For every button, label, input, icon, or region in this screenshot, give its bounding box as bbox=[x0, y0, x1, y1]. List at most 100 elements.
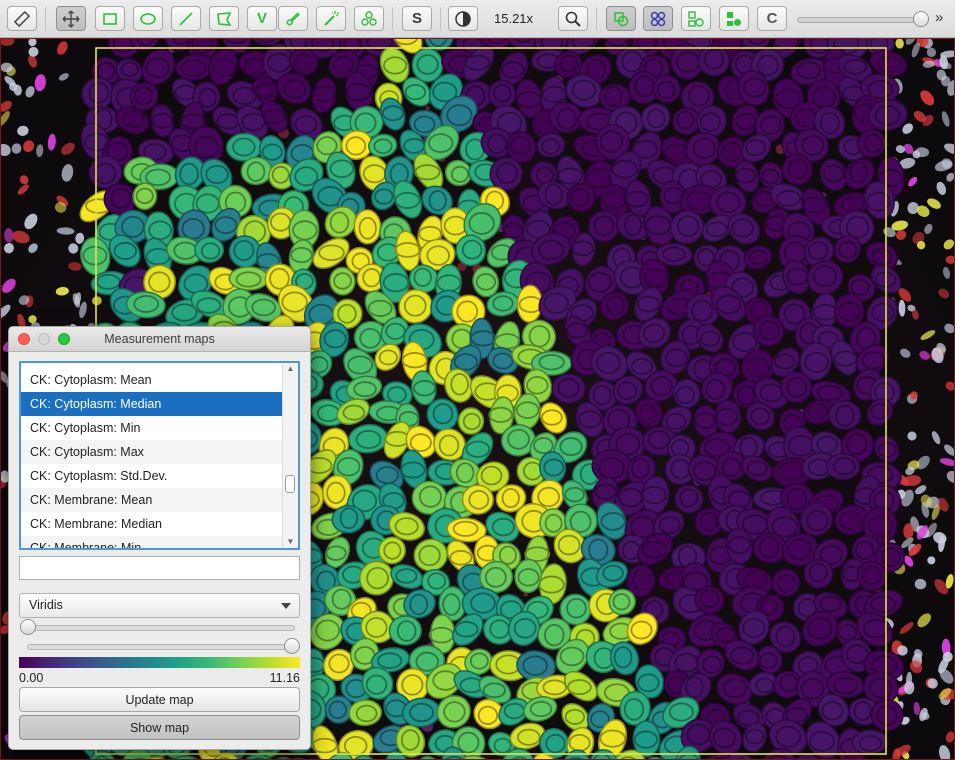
colormap-select[interactable]: Viridis bbox=[19, 593, 300, 618]
list-item[interactable]: CK: Cytoplasm: Median bbox=[21, 392, 283, 416]
cell-detection[interactable] bbox=[468, 694, 509, 735]
minimize-window-button[interactable] bbox=[38, 333, 50, 345]
cell-detection[interactable] bbox=[705, 280, 752, 328]
cell-detection[interactable] bbox=[470, 264, 502, 299]
cell-detection[interactable] bbox=[632, 662, 666, 701]
cell-detection[interactable] bbox=[485, 290, 520, 319]
rectangle-tool-button[interactable] bbox=[95, 6, 125, 31]
points-tool-button[interactable] bbox=[354, 6, 384, 31]
cell-detection[interactable] bbox=[417, 236, 458, 274]
cell-detection[interactable] bbox=[345, 373, 384, 403]
cell-detection[interactable] bbox=[598, 83, 631, 112]
brush-tool-button[interactable] bbox=[278, 6, 308, 31]
list-item[interactable]: CK: Cytoplasm: Mean bbox=[30, 373, 152, 387]
opacity-slider-knob[interactable] bbox=[913, 11, 929, 27]
polygon-tool-button[interactable] bbox=[209, 6, 239, 31]
cell-detection[interactable] bbox=[511, 452, 550, 491]
cell-detection[interactable] bbox=[669, 480, 708, 519]
cell-detection[interactable] bbox=[551, 372, 586, 404]
cell-detection[interactable] bbox=[777, 368, 814, 406]
cell-detection[interactable] bbox=[571, 398, 609, 441]
cell-detection[interactable] bbox=[216, 39, 256, 57]
cell-detection[interactable] bbox=[534, 177, 574, 213]
cell-detection[interactable] bbox=[833, 292, 865, 329]
cell-detection[interactable] bbox=[322, 148, 360, 192]
cell-detection[interactable] bbox=[839, 153, 880, 195]
cell-detection[interactable] bbox=[126, 39, 162, 55]
cell-detection[interactable] bbox=[767, 179, 810, 215]
cell-detection[interactable] bbox=[798, 341, 834, 382]
cell-detection[interactable] bbox=[187, 286, 231, 323]
opacity-slider-track[interactable] bbox=[797, 17, 929, 23]
fill-detections-button[interactable] bbox=[681, 6, 711, 31]
cell-detection[interactable] bbox=[636, 98, 676, 137]
cell-detection[interactable] bbox=[633, 312, 676, 354]
cell-detection[interactable] bbox=[692, 319, 728, 357]
cell-detection[interactable] bbox=[164, 234, 205, 267]
cell-detection[interactable] bbox=[76, 72, 119, 116]
cell-detection[interactable] bbox=[346, 751, 383, 759]
cell-detection[interactable] bbox=[800, 716, 847, 759]
cell-detection[interactable] bbox=[428, 423, 472, 467]
cell-detection[interactable] bbox=[812, 688, 854, 731]
toolbar-overflow-icon[interactable]: » bbox=[935, 9, 944, 26]
cell-detection[interactable] bbox=[732, 158, 762, 195]
cell-detection[interactable] bbox=[558, 477, 592, 514]
cell-detection[interactable] bbox=[324, 44, 364, 83]
cell-detection[interactable] bbox=[796, 604, 845, 653]
cell-detection[interactable] bbox=[228, 266, 269, 291]
cell-detection[interactable] bbox=[801, 397, 837, 427]
cell-detection[interactable] bbox=[658, 180, 687, 215]
cell-detection[interactable] bbox=[317, 320, 352, 360]
cell-detection[interactable] bbox=[256, 96, 292, 136]
cell-detection[interactable] bbox=[851, 606, 899, 653]
cell-detection[interactable] bbox=[441, 366, 477, 406]
cell-detection[interactable] bbox=[835, 423, 879, 468]
cell-detection[interactable] bbox=[417, 181, 458, 221]
cell-detection[interactable] bbox=[608, 371, 647, 409]
cell-detection[interactable] bbox=[394, 666, 432, 705]
cell-detection[interactable] bbox=[625, 563, 657, 599]
cell-detection[interactable] bbox=[809, 101, 850, 144]
cell-detection[interactable] bbox=[538, 451, 567, 484]
scroll-down-icon[interactable]: ▼ bbox=[286, 537, 295, 546]
cell-detection[interactable] bbox=[600, 39, 635, 59]
cell-detection[interactable] bbox=[629, 283, 667, 326]
ellipse-tool-button[interactable] bbox=[133, 6, 163, 31]
cell-detection[interactable] bbox=[493, 481, 529, 515]
cell-detection[interactable] bbox=[796, 184, 835, 230]
cell-detection[interactable] bbox=[339, 128, 375, 162]
cell-detection[interactable] bbox=[521, 693, 560, 725]
cell-detection[interactable] bbox=[802, 255, 849, 300]
cell-detection[interactable] bbox=[149, 103, 175, 138]
cell-detection[interactable] bbox=[367, 178, 402, 215]
cell-detection[interactable] bbox=[724, 527, 755, 565]
cell-detection[interactable] bbox=[367, 132, 398, 158]
cell-detection[interactable] bbox=[239, 155, 273, 186]
cell-detection[interactable] bbox=[348, 699, 383, 727]
cell-detection[interactable] bbox=[481, 507, 524, 548]
cell-detection[interactable] bbox=[272, 67, 317, 110]
cell-detection[interactable] bbox=[769, 565, 804, 600]
cell-detection[interactable] bbox=[657, 401, 697, 439]
cell-detection[interactable] bbox=[571, 232, 597, 268]
show-map-button[interactable]: Show map bbox=[19, 715, 300, 740]
list-item[interactable]: CK: Membrane: Mean bbox=[21, 488, 283, 512]
cell-detection[interactable] bbox=[319, 200, 362, 243]
cell-detection[interactable] bbox=[474, 671, 515, 709]
cell-detection[interactable] bbox=[853, 125, 890, 162]
cell-detection[interactable] bbox=[393, 229, 422, 272]
cell-detection[interactable] bbox=[789, 123, 834, 167]
cell-detection[interactable] bbox=[827, 400, 862, 431]
cell-detection[interactable] bbox=[830, 231, 866, 268]
cell-detection[interactable] bbox=[680, 126, 726, 171]
cell-detection[interactable] bbox=[693, 584, 726, 616]
cell-detection[interactable] bbox=[549, 524, 591, 567]
cell-detection[interactable] bbox=[560, 312, 596, 352]
cell-detection[interactable] bbox=[536, 132, 566, 159]
cell-detection[interactable] bbox=[447, 608, 489, 651]
cell-detection[interactable] bbox=[318, 644, 359, 686]
cell-detection[interactable] bbox=[787, 748, 829, 759]
wand-tool-button[interactable] bbox=[316, 6, 346, 31]
cell-detection[interactable] bbox=[353, 555, 400, 602]
